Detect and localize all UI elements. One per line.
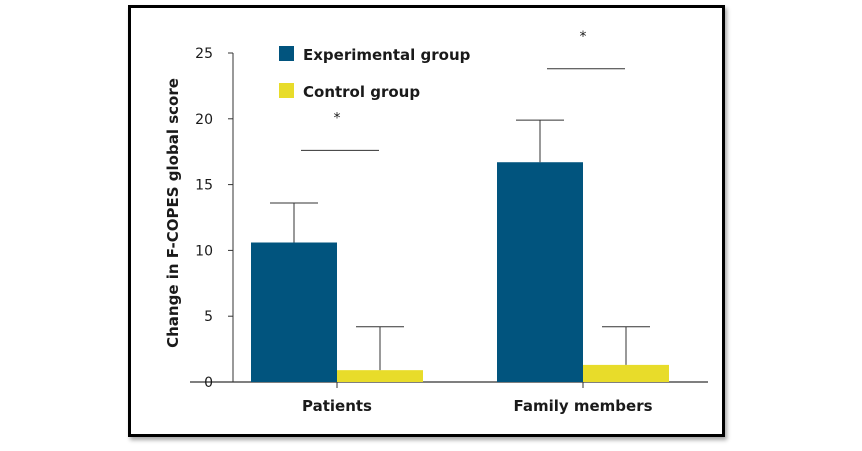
- bar: [497, 162, 583, 382]
- y-tick-label: 25: [195, 46, 213, 62]
- legend-label-control: Control group: [303, 83, 420, 101]
- significance-marker: *: [334, 110, 341, 126]
- y-tick-label: 15: [195, 178, 213, 194]
- significance-marker: *: [580, 29, 587, 45]
- legend: Experimental group Control group: [279, 46, 471, 101]
- x-tick-label: Family members: [513, 397, 652, 415]
- y-tick-label: 10: [195, 243, 213, 259]
- y-axis-label: Change in F-COPES global score: [164, 78, 182, 348]
- bar: [337, 370, 423, 382]
- x-tick-label: Patients: [302, 397, 372, 415]
- y-tick-label: 5: [204, 309, 213, 325]
- legend-swatch-control: [279, 83, 294, 98]
- bar: [251, 242, 337, 382]
- legend-swatch-experimental: [279, 46, 294, 61]
- legend-label-experimental: Experimental group: [303, 46, 471, 64]
- y-tick-label: 20: [195, 112, 213, 128]
- bar: [583, 364, 669, 382]
- y-tick-label: 0: [204, 375, 213, 391]
